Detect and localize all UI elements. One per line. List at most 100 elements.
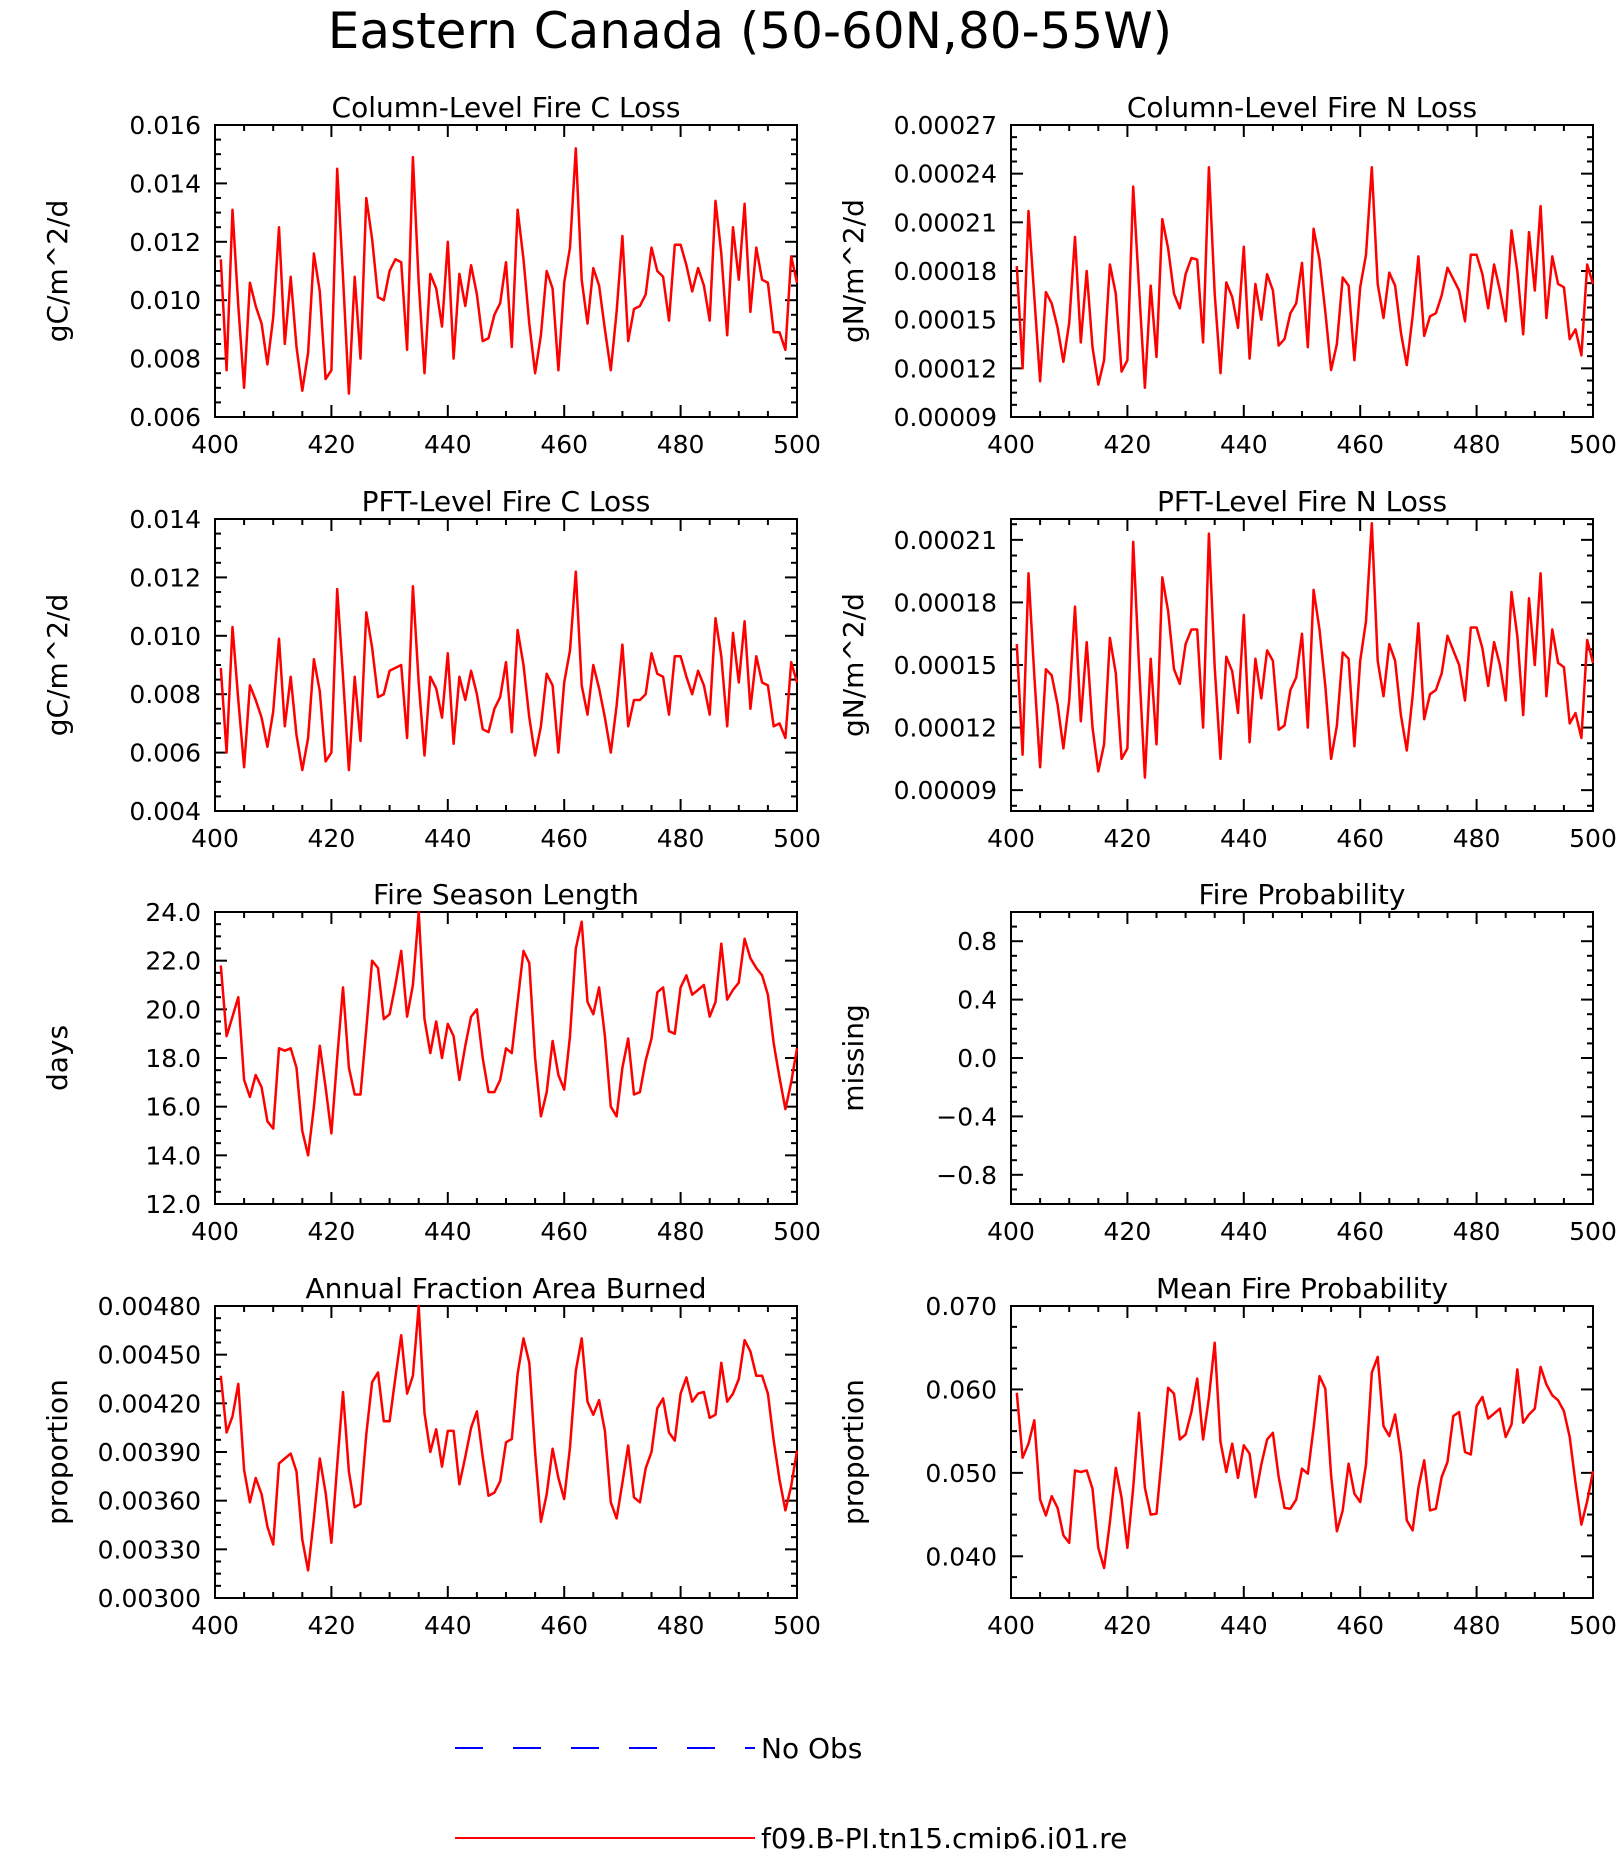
x-tick-label: 460	[540, 1217, 588, 1246]
x-tick-label: 440	[424, 824, 472, 853]
main-title: Eastern Canada (50-60N,80-55W)	[328, 2, 1172, 60]
y-tick-label: 0.00021	[894, 526, 997, 555]
y-tick-label: 0.060	[925, 1375, 997, 1404]
y-tick-label: 12.0	[145, 1190, 201, 1219]
x-tick-label: 400	[987, 1611, 1035, 1640]
x-tick-label: 400	[987, 1217, 1035, 1246]
x-tick-label: 440	[424, 1217, 472, 1246]
y-tick-label: 0.006	[129, 739, 201, 768]
y-tick-label: 0.012	[129, 563, 201, 592]
y-tick-label: 0.006	[129, 403, 201, 432]
y-tick-label: 20.0	[145, 995, 201, 1024]
x-tick-label: 440	[1220, 1217, 1268, 1246]
y-tick-label: 0.00015	[894, 306, 997, 335]
x-tick-label: 420	[1104, 1217, 1152, 1246]
x-tick-label: 420	[308, 824, 356, 853]
y-axis-label: gC/m^2/d	[41, 200, 74, 343]
x-tick-label: 460	[540, 430, 588, 459]
y-tick-label: 0.00015	[894, 651, 997, 680]
chart-panel-1: Column-Level Fire C Loss 400 420 440 460 480 5…	[41, 91, 821, 459]
x-tick-label: 440	[424, 430, 472, 459]
y-tick-label: 0.004	[129, 797, 201, 826]
x-tick-label: 480	[1453, 430, 1501, 459]
x-tick-label: 500	[773, 1217, 821, 1246]
x-tick-label: 440	[1220, 824, 1268, 853]
y-axis-label: proportion	[837, 1379, 870, 1525]
y-tick-label: 0.8	[957, 927, 997, 956]
y-tick-label: 0.00420	[98, 1389, 201, 1418]
series-line	[219, 1304, 799, 1572]
series-line	[219, 910, 799, 1157]
x-tick-label: 460	[1336, 824, 1384, 853]
series-line	[1015, 165, 1595, 390]
y-tick-label: 0.00480	[98, 1292, 201, 1321]
y-axis-label: gN/m^2/d	[837, 593, 870, 737]
x-tick-label: 420	[308, 1611, 356, 1640]
y-tick-label: 0.00021	[894, 208, 997, 237]
x-tick-label: 440	[1220, 1611, 1268, 1640]
panel-title: PFT-Level Fire N Loss	[1157, 485, 1447, 518]
x-tick-label: 480	[1453, 824, 1501, 853]
y-tick-label: 22.0	[145, 947, 201, 976]
x-tick-label: 460	[1336, 430, 1384, 459]
series-line	[219, 147, 799, 395]
y-tick-label: 0.012	[129, 228, 201, 257]
y-tick-label: 0.00360	[98, 1487, 201, 1516]
x-tick-label: 400	[191, 1611, 239, 1640]
chart-panel-8: Mean Fire Probability 400 420 440 460 480 500 0…	[837, 1272, 1617, 1640]
x-tick-label: 400	[191, 1217, 239, 1246]
y-tick-label: 18.0	[145, 1044, 201, 1073]
plot-frame	[1010, 1305, 1594, 1599]
y-tick-label: 0.010	[129, 286, 201, 315]
y-tick-label: 14.0	[145, 1141, 201, 1170]
y-tick-label: 0.014	[129, 505, 201, 534]
x-tick-label: 400	[191, 824, 239, 853]
chart-panel-6: Fire Probability 400 420 440 460 480 500 −0.8 −0…	[837, 878, 1617, 1246]
x-tick-label: 480	[657, 430, 705, 459]
y-tick-label: −0.8	[936, 1161, 997, 1190]
y-tick-label: 0.00330	[98, 1535, 201, 1564]
x-tick-label: 420	[308, 430, 356, 459]
chart-panel-2: Column-Level Fire N Loss 400 420 440 460 480 5…	[837, 91, 1617, 459]
y-tick-label: 0.050	[925, 1459, 997, 1488]
x-tick-label: 480	[1453, 1611, 1501, 1640]
y-tick-label: 0.010	[129, 622, 201, 651]
x-tick-label: 420	[308, 1217, 356, 1246]
panel-title: Mean Fire Probability	[1156, 1272, 1448, 1305]
x-tick-label: 500	[773, 430, 821, 459]
y-axis-label: gC/m^2/d	[41, 594, 74, 737]
y-tick-label: 0.00012	[894, 714, 997, 743]
x-tick-label: 480	[1453, 1217, 1501, 1246]
chart-panel-4: PFT-Level Fire N Loss 400 420 440 460 480 500 0…	[837, 485, 1617, 853]
plot-frame	[214, 911, 798, 1205]
y-tick-label: 0.00390	[98, 1438, 201, 1467]
y-tick-label: 0.00027	[894, 111, 997, 140]
chart-panels: Column-Level Fire C Loss 400 420 440 460 480 5…	[41, 91, 1617, 1640]
plot-frame	[1010, 911, 1594, 1205]
panel-title: Fire Season Length	[373, 878, 639, 911]
y-tick-label: 0.00009	[894, 403, 997, 432]
series-line	[219, 570, 799, 772]
y-tick-label: 0.00012	[894, 354, 997, 383]
y-tick-label: 0.4	[957, 986, 997, 1015]
y-tick-label: 0.00024	[894, 160, 997, 189]
x-tick-label: 440	[424, 1611, 472, 1640]
y-tick-label: 0.00018	[894, 257, 997, 286]
x-tick-label: 400	[191, 430, 239, 459]
chart-panel-3: PFT-Level Fire C Loss 400 420 440 460 480 500 0…	[41, 485, 821, 853]
y-tick-label: 0.00018	[894, 588, 997, 617]
x-tick-label: 460	[1336, 1611, 1384, 1640]
series-line	[1015, 521, 1595, 779]
chart-panel-7: Annual Fraction Area Burned 400 420 440 460 4…	[41, 1272, 821, 1640]
y-tick-label: 0.00300	[98, 1584, 201, 1613]
y-axis-label: gN/m^2/d	[837, 199, 870, 343]
y-tick-label: 0.070	[925, 1292, 997, 1321]
legend-label: No Obs	[761, 1732, 862, 1765]
x-tick-label: 400	[987, 430, 1035, 459]
y-tick-label: 0.0	[957, 1044, 997, 1073]
legend-label: f09.B-PI.tn15.cmip6.j01.re	[761, 1822, 1127, 1849]
y-tick-label: 0.016	[129, 111, 201, 140]
x-tick-label: 500	[1569, 1217, 1617, 1246]
x-tick-label: 420	[1104, 824, 1152, 853]
